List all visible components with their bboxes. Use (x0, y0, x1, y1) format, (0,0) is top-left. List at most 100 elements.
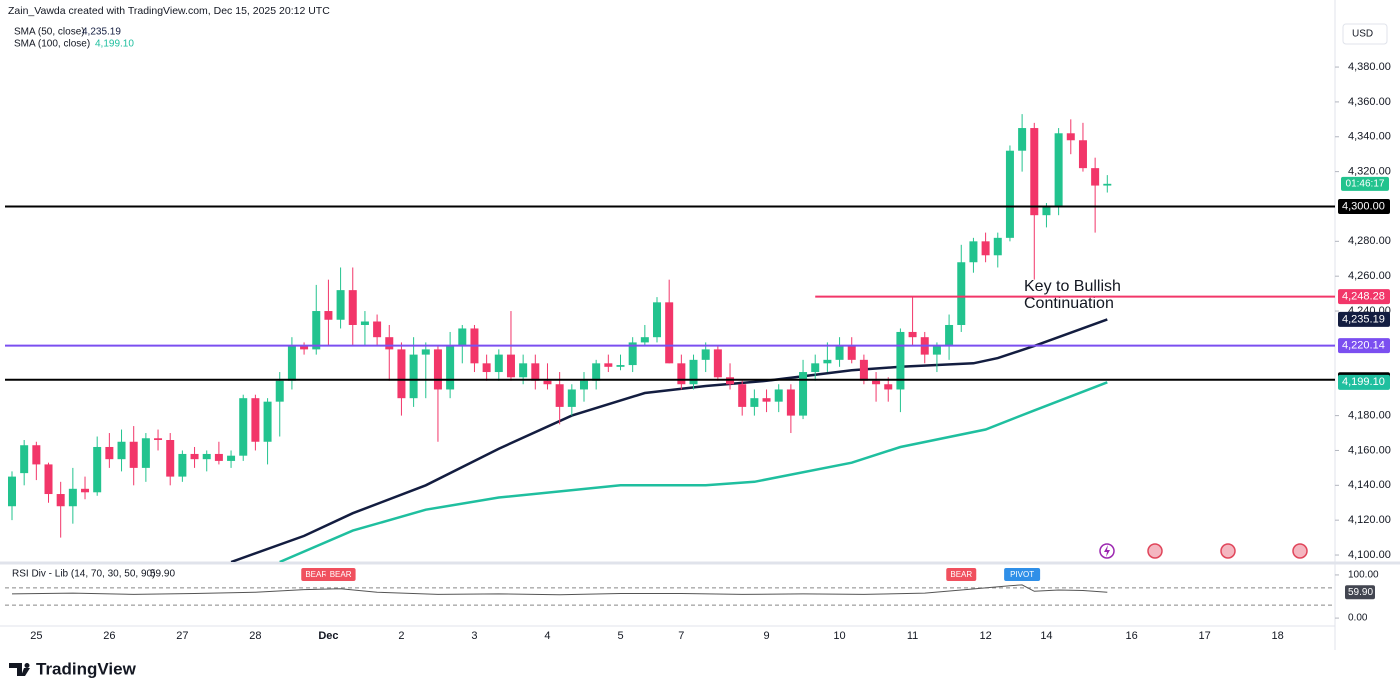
candle-body (1018, 128, 1027, 151)
candle-body (360, 321, 369, 325)
x-tick-label: 11 (907, 630, 918, 642)
candle-body (786, 389, 795, 416)
candle-body (373, 321, 382, 338)
candle-body (275, 380, 284, 402)
candle-body (1103, 183, 1112, 186)
candle-body (750, 398, 759, 407)
rsi-signal-label: BEAR (950, 570, 972, 579)
candle-body (932, 345, 941, 355)
candle-body (117, 441, 126, 460)
candle-body (287, 345, 296, 381)
price-label: 4,220.14 (1342, 340, 1385, 352)
currency-box (1342, 23, 1388, 45)
candle-body (677, 363, 686, 385)
x-tick-label: 18 (1272, 630, 1284, 642)
x-tick-label: 16 (1126, 630, 1138, 642)
rsi-tick-label: 100.00 (1348, 570, 1379, 581)
candle-body (1054, 133, 1063, 207)
event-icon (1220, 543, 1236, 559)
candle-body (214, 453, 223, 461)
candle-body (872, 380, 881, 385)
x-tick-label: 9 (763, 630, 769, 642)
candle-body (141, 438, 150, 468)
sma-line (279, 381, 1108, 562)
y-tick-label: 4,100.00 (1348, 549, 1391, 561)
legend-value: 4,235.19 (82, 27, 121, 38)
candle-body (482, 363, 491, 373)
candle-body (494, 354, 503, 373)
candle-body (166, 440, 175, 477)
price-label-box (1338, 338, 1390, 354)
candle-body (68, 488, 77, 507)
price-label-box (1338, 374, 1390, 390)
price-label: 4,199.10 (1342, 376, 1385, 388)
candle-body (300, 345, 309, 350)
candle-body (774, 389, 783, 402)
candle-body (531, 363, 540, 381)
candle-body (81, 488, 90, 493)
candle-body (604, 363, 613, 367)
candle-body (263, 401, 272, 442)
x-tick-label: 17 (1199, 630, 1211, 642)
y-tick-label: 4,140.00 (1348, 479, 1391, 491)
candle-body (701, 349, 710, 360)
candle-body (993, 237, 1002, 256)
candle-body (202, 453, 211, 460)
candle-body (811, 363, 820, 373)
legend-name: SMA (100, close) (14, 39, 90, 50)
y-tick-label: 4,320.00 (1348, 166, 1391, 178)
x-tick-label: 14 (1040, 630, 1052, 642)
candle-body (105, 446, 114, 460)
candle-body (227, 455, 236, 461)
y-tick-label: 4,120.00 (1348, 514, 1391, 526)
y-tick-label: 4,340.00 (1348, 131, 1391, 143)
candle-body (628, 342, 637, 366)
x-tick-label: 5 (617, 630, 623, 642)
legend-name: SMA (50, close) (14, 27, 85, 38)
currency: USD (1352, 29, 1373, 40)
rsi-value: 59.90 (150, 569, 175, 580)
candle-body (519, 363, 528, 378)
candle-body (957, 262, 966, 325)
candle-body (969, 241, 978, 263)
candle-body (44, 464, 53, 495)
event-icon (1292, 543, 1308, 559)
candle-body (1030, 128, 1039, 216)
candle-body (884, 384, 893, 390)
candle-body (1066, 133, 1075, 141)
price-label: 4,235.19 (1342, 313, 1385, 325)
y-tick-label: 4,160.00 (1348, 444, 1391, 456)
candle-body (555, 384, 564, 407)
rsi-signal-label: PIVOT (1010, 570, 1034, 579)
rsi-value-label: 59.90 (1348, 587, 1373, 598)
candle-body (409, 354, 418, 399)
candle-body (1078, 140, 1087, 169)
x-tick-label: 3 (471, 630, 477, 642)
candle-body (348, 290, 357, 325)
candle-body (458, 328, 467, 346)
candle-body (823, 359, 832, 364)
candle-body (129, 441, 138, 468)
x-tick-label: 27 (176, 630, 188, 642)
candle-body (1091, 168, 1100, 186)
x-tick-label: Dec (318, 630, 338, 642)
candle-body (713, 349, 722, 378)
candle-body (945, 324, 954, 346)
price-label: 4,300.00 (1342, 200, 1385, 212)
rsi-signal (946, 568, 977, 581)
candle-body (640, 337, 649, 343)
candle-body (312, 311, 321, 350)
x-tick-label: 10 (833, 630, 845, 642)
candle-body (665, 302, 674, 364)
price-label-box (1338, 289, 1390, 305)
candle-body (251, 398, 260, 442)
candle-body (32, 445, 41, 465)
candle-body (543, 380, 552, 385)
candle-body (762, 398, 771, 402)
rsi-name: RSI Div - Lib (14, 70, 30, 50, 90) (12, 569, 155, 580)
candle-body (908, 331, 917, 338)
countdown-box (1341, 176, 1389, 191)
candle-body (20, 445, 29, 474)
